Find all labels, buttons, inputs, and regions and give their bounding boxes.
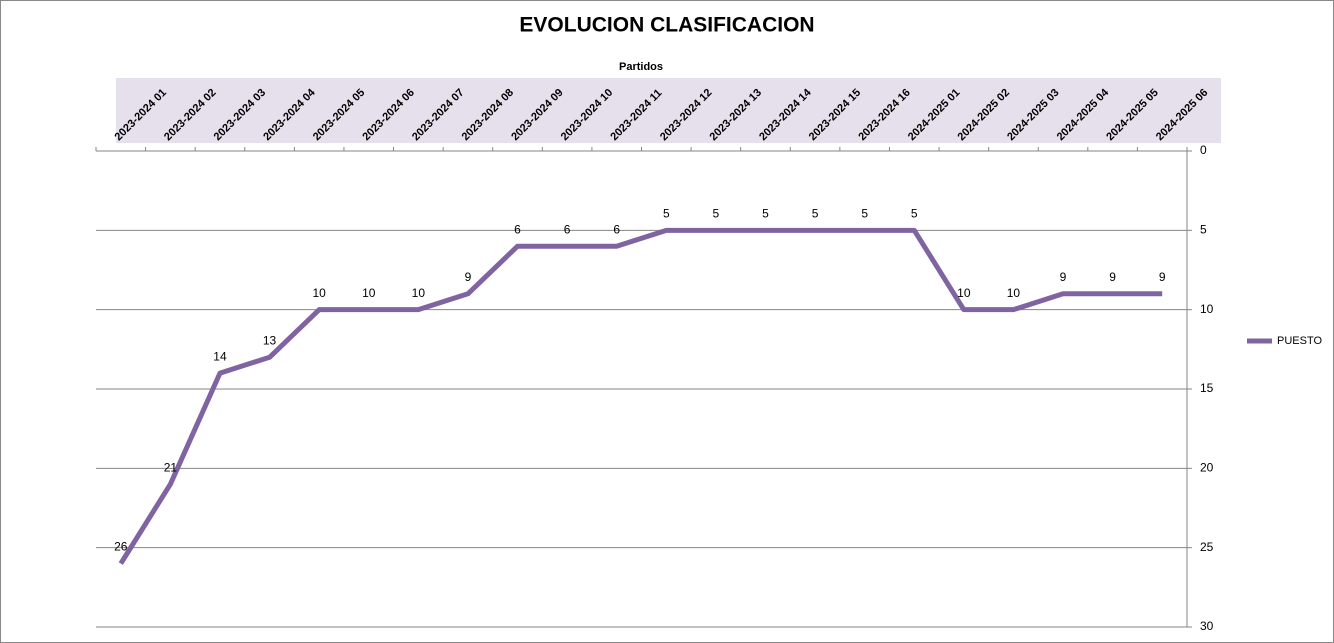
legend-label: PUESTO [1277,335,1322,347]
data-label: 5 [713,207,720,221]
data-label: 6 [613,222,620,236]
y-tick-label: 30 [1200,619,1214,633]
data-label: 9 [465,270,472,284]
x-axis-title: Partidos [619,61,663,73]
data-label: 5 [663,207,670,221]
data-label: 10 [412,286,426,300]
y-tick-label: 0 [1200,143,1207,157]
data-label: 10 [362,286,376,300]
data-label: 26 [114,540,128,554]
y-tick-label: 15 [1200,381,1214,395]
data-label: 10 [957,286,971,300]
data-label: 14 [213,349,227,363]
y-tick-label: 20 [1200,461,1214,475]
y-tick-label: 25 [1200,540,1214,554]
data-label: 6 [514,222,521,236]
y-tick-label: 10 [1200,302,1214,316]
data-label: 9 [1159,270,1166,284]
data-label: 13 [263,333,277,347]
chart-title: EVOLUCION CLASIFICACION [519,14,814,37]
data-label: 9 [1109,270,1116,284]
data-label: 5 [911,207,918,221]
data-label: 21 [164,460,178,474]
y-tick-label: 5 [1200,223,1207,237]
data-line [118,227,1163,565]
data-label: 9 [1060,270,1067,284]
category-band [116,78,1221,143]
data-label: 5 [812,207,819,221]
data-label: 10 [312,286,326,300]
data-label: 6 [564,222,571,236]
data-label: 5 [762,207,769,221]
data-label: 10 [1007,286,1021,300]
data-label: 5 [861,207,868,221]
